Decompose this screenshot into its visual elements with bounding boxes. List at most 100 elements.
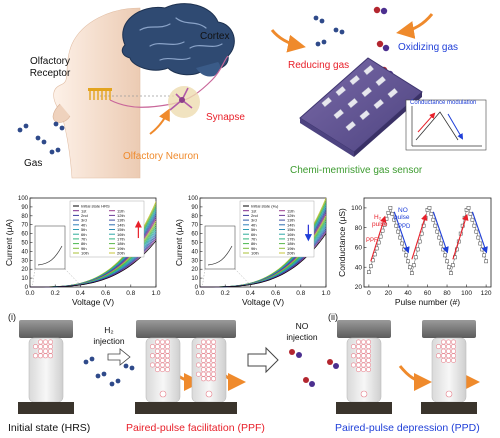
- data-point: [406, 259, 410, 264]
- data-point: [425, 208, 430, 212]
- y-tick-label: 40: [21, 249, 28, 255]
- y-tick-label: 20: [355, 284, 363, 291]
- no-flow-arrow-1: [398, 365, 432, 391]
- legend-label: 17th: [117, 237, 125, 242]
- bubble: [201, 344, 207, 350]
- x-tick-label: 0.0: [195, 290, 204, 297]
- bubble: [360, 362, 366, 368]
- data-point: [449, 271, 453, 276]
- data-point: [472, 223, 477, 228]
- bubble: [32, 344, 38, 350]
- bubble: [355, 339, 361, 345]
- tube-1: [18, 320, 74, 414]
- tube-cap: [136, 320, 190, 338]
- x-tick-label: 0.8: [296, 290, 305, 297]
- bubble: [155, 348, 161, 354]
- h2-label: H₂: [374, 214, 382, 221]
- y-tick-label: 80: [21, 214, 28, 220]
- legend-entry: 13th: [279, 218, 295, 223]
- x-tick-label: 0.8: [126, 290, 135, 297]
- bubble: [196, 353, 202, 359]
- legend-entry: 15th: [279, 227, 295, 232]
- legend-entry: 9th: [73, 246, 87, 251]
- data-point: [431, 217, 436, 222]
- bubble: [42, 348, 48, 354]
- data-point: [367, 270, 371, 275]
- chart-iv-ppd: 0.0 0.2 0.4 0.6 0.8 1.0 0 10 20 30 40 50 60 70 80 90 100…: [174, 196, 331, 307]
- data-point: [474, 229, 479, 234]
- bubble: [206, 357, 212, 363]
- bubble: [360, 348, 366, 354]
- bubble: [360, 353, 366, 359]
- x-tick-label: 0.2: [221, 290, 230, 297]
- legend-label: 8th: [81, 241, 87, 246]
- data-point: [468, 211, 473, 216]
- bubble: [211, 348, 217, 354]
- bubble: [47, 353, 53, 359]
- x-tick-label: 0.4: [246, 290, 255, 297]
- bubble: [355, 353, 361, 359]
- data-point: [484, 259, 488, 264]
- data-point: [480, 247, 485, 252]
- bubble: [150, 362, 156, 368]
- bubble: [211, 367, 217, 373]
- data-point: [476, 235, 481, 240]
- iv-curve-0: [200, 233, 327, 288]
- data-point: [384, 216, 389, 221]
- data-point: [429, 211, 434, 216]
- data-point: [394, 223, 399, 228]
- tube-sequence-panel: (i) (ii) H₂ injection NO injection Initi…: [8, 312, 480, 434]
- data-point: [441, 247, 445, 252]
- data-point: [445, 259, 449, 264]
- legend-label: 2nd: [81, 213, 88, 218]
- tube-cap: [182, 320, 236, 338]
- bubble: [440, 339, 446, 345]
- bubble: [450, 357, 456, 363]
- legend-label: 12th: [117, 213, 125, 218]
- x-tick-label: 0.6: [271, 290, 280, 297]
- legend-entry: 1st: [73, 208, 87, 213]
- inset-guide: [64, 268, 81, 286]
- olfactory-receptor-label-2: Receptor: [30, 68, 71, 79]
- reducing-gas-label: Reducing gas: [288, 60, 349, 71]
- legend-label: 3rd: [251, 218, 257, 223]
- bubble: [360, 357, 366, 363]
- bubble: [211, 362, 217, 368]
- bubble: [445, 348, 451, 354]
- bubble: [206, 344, 212, 350]
- no-injection-label-1: NO: [296, 321, 309, 331]
- legend-label: 19th: [287, 246, 295, 251]
- legend-label: 15th: [287, 227, 295, 232]
- tube-2: [135, 320, 191, 414]
- bubble: [440, 353, 446, 359]
- data-point: [410, 271, 414, 276]
- legend-entry: 7th: [243, 237, 257, 242]
- x-tick-label: 20: [385, 290, 393, 297]
- legend-label: 9th: [81, 246, 87, 251]
- ppd-label: PPD: [398, 224, 411, 230]
- bubble: [355, 362, 361, 368]
- bubble: [196, 362, 202, 368]
- bubble: [196, 371, 202, 377]
- data-point: [464, 208, 469, 212]
- panel-ii-label: (ii): [328, 312, 338, 322]
- bubble: [47, 344, 53, 350]
- bubble: [201, 367, 207, 373]
- y-tick-label: 60: [21, 232, 28, 238]
- bubble: [435, 353, 441, 359]
- bubble: [155, 357, 161, 363]
- ppd-arrow-icon: [393, 211, 410, 254]
- legend-entry: 14th: [279, 222, 295, 227]
- legend-label: Initial state (H₂): [251, 204, 279, 209]
- legend-label: 4th: [81, 222, 87, 227]
- bubble: [355, 348, 361, 354]
- reducing-gas-molecules: [313, 15, 345, 47]
- y-tick-label: 80: [355, 225, 363, 232]
- bubble: [201, 357, 207, 363]
- legend-entry: 10th: [243, 251, 259, 256]
- legend-label: 18th: [117, 241, 125, 246]
- ppd-arrow-icon: [471, 211, 488, 254]
- legend-entry: 5th: [243, 227, 257, 232]
- legend-label: 14th: [117, 222, 125, 227]
